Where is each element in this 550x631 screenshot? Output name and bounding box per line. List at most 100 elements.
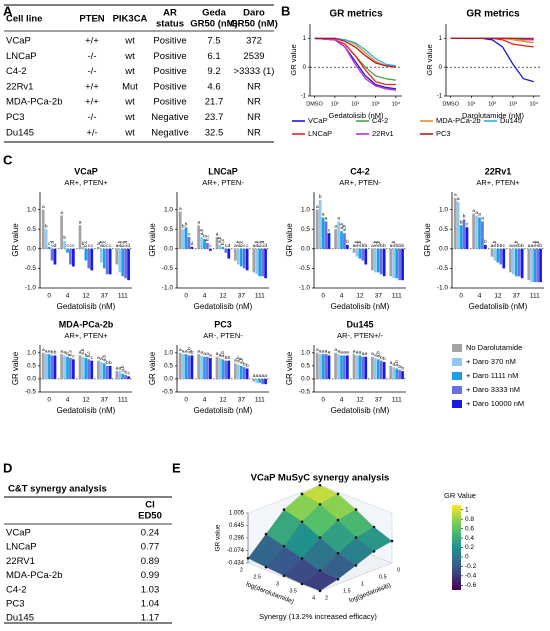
bar	[234, 248, 237, 261]
bar	[315, 209, 319, 249]
bar	[245, 248, 249, 271]
significance-letter: a	[97, 242, 100, 247]
bar	[255, 248, 259, 275]
bar	[224, 248, 228, 253]
table-cell: -/-	[88, 112, 97, 123]
bar	[209, 248, 212, 251]
table-cell: Positive	[153, 51, 186, 62]
significance-letter: a	[334, 348, 337, 353]
significance-letter: a,b	[532, 240, 537, 247]
significance-letter: b	[63, 235, 66, 241]
surface-point	[318, 483, 322, 487]
bar	[178, 352, 182, 379]
bar	[221, 246, 225, 249]
bar	[115, 248, 119, 265]
table-cell: wt	[124, 51, 135, 62]
bar	[53, 248, 57, 265]
significance-letter: c	[106, 244, 109, 249]
bar	[97, 360, 100, 379]
table-cell: Negative	[151, 127, 189, 138]
significance-letter: b,c	[205, 234, 210, 241]
significance-letter: a	[528, 244, 531, 249]
surface-point	[354, 508, 358, 511]
x-tick-label: DMSO	[442, 101, 459, 107]
significance-letter: a	[328, 351, 331, 356]
significance-letter: a,b	[236, 356, 241, 363]
y-tick-label: -0.5	[162, 265, 174, 272]
bar	[60, 215, 63, 249]
legend-swatch	[452, 358, 462, 366]
colorbar-tick-label: -0.6	[465, 582, 477, 589]
bar	[340, 231, 343, 249]
bar	[527, 248, 531, 281]
significance-letter: a	[512, 244, 515, 249]
significance-letter: b	[225, 355, 228, 361]
x-tick-label: 0	[321, 397, 325, 404]
x-tick-label: 37	[375, 397, 383, 404]
significance-letter: a	[179, 207, 182, 212]
surface-point	[282, 544, 286, 548]
y-tick-label: 0.0	[27, 376, 36, 383]
significance-letter: b	[521, 243, 524, 249]
bar	[401, 248, 404, 281]
significance-letter: d	[264, 243, 267, 249]
significance-letter: a	[340, 351, 343, 356]
bar	[236, 248, 240, 265]
significance-letter: a	[42, 205, 45, 210]
significance-letter: b	[54, 350, 57, 356]
bar	[50, 248, 54, 261]
significance-letter: a	[325, 217, 328, 222]
x-axis-label: Darolutamide (nM)	[462, 111, 525, 120]
colorbar-tick-label: 1	[465, 506, 469, 513]
bar	[44, 354, 48, 379]
bar	[264, 378, 267, 385]
bar	[197, 225, 200, 249]
table-cell: Mut	[122, 81, 138, 92]
y-tick-label: 0.5	[27, 226, 36, 233]
bar	[264, 248, 267, 279]
bar	[44, 229, 48, 249]
y-tick-label: -1.0	[25, 285, 37, 292]
x-tick-label: 37	[513, 293, 521, 300]
bar	[72, 359, 75, 379]
significance-letter: c	[188, 232, 191, 237]
significance-letter: c	[88, 244, 91, 249]
bar	[127, 376, 130, 379]
significance-letter: c	[91, 244, 94, 249]
significance-letter: a	[79, 221, 82, 226]
bar	[121, 373, 125, 379]
colorbar-label: GR Value	[444, 491, 476, 500]
bar	[200, 237, 203, 249]
bar	[327, 233, 331, 249]
colorbar-tick-label: -0.4	[465, 573, 477, 580]
bar	[108, 365, 112, 379]
significance-letter: a	[478, 213, 481, 218]
bar	[236, 364, 240, 379]
bar	[358, 355, 362, 379]
y-tick-label: 1	[303, 36, 307, 42]
y-axis-label: log(darolutamide)	[245, 581, 295, 606]
table-cell: 1.17	[141, 613, 160, 624]
surface-point	[372, 525, 376, 529]
panel-label: A	[3, 3, 13, 18]
significance-letter: a,b	[357, 240, 362, 247]
panel-label: B	[281, 3, 290, 18]
y-tick-label: 2	[240, 567, 243, 573]
bar	[87, 359, 91, 379]
significance-letter: b	[463, 214, 466, 220]
bar	[379, 360, 383, 379]
y-axis-label: GR value	[285, 223, 294, 257]
legend-label: VCaP	[308, 116, 328, 125]
table-cell: 22RV1	[6, 556, 35, 567]
table-cell: 21.7	[205, 97, 224, 108]
legend-label: + Daro 1111 nM	[466, 371, 518, 380]
bar	[209, 358, 212, 379]
significance-letter: b	[365, 243, 368, 249]
bar	[392, 248, 396, 279]
y-axis-label: GR value	[148, 351, 157, 385]
significance-letter: a	[371, 244, 374, 249]
x-tick-label: 111	[118, 397, 128, 404]
x-tick-label: 37	[101, 293, 109, 300]
bar	[459, 225, 463, 249]
legend-label: Du145	[500, 116, 522, 125]
